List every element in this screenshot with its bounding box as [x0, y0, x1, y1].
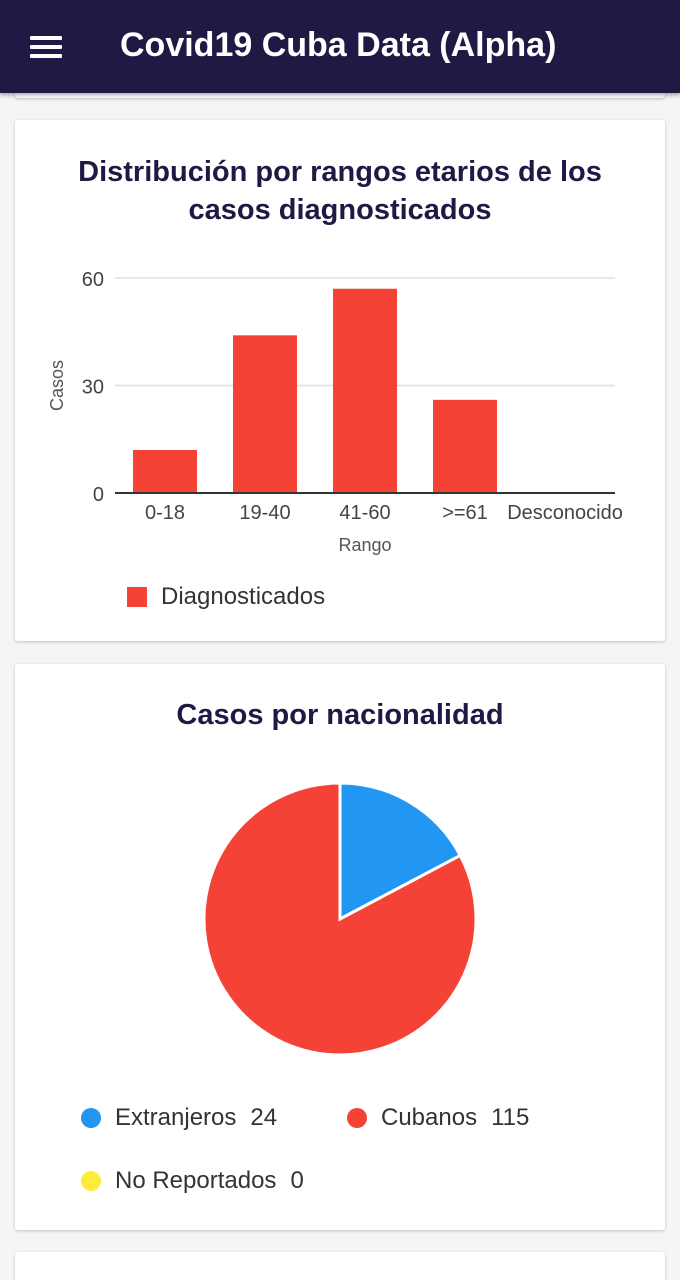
- legend-dot-cubanos: [347, 1108, 367, 1128]
- pie-slice-cubanos: [202, 781, 478, 1057]
- legend-dot-no-reportados: [81, 1171, 101, 1191]
- age-chart-title-line-1: Distribución por rangos etarios de los: [78, 156, 602, 188]
- legend-label: Extranjeros: [115, 1104, 237, 1131]
- x-axis-label: Rango: [338, 535, 391, 555]
- legend-dot-extranjeros: [81, 1108, 101, 1128]
- age-bar-chart: 0 30 60 0-18 19-40 41-60 >=61 Desconocido Rango C…: [47, 269, 623, 555]
- app-bar: Covid19 Cuba Data (Alpha): [0, 0, 680, 93]
- age-chart-title: Distribución por rangos etarios de los c…: [15, 153, 665, 229]
- legend-item-no-reportados: No Reportados 0: [81, 1167, 304, 1195]
- legend-value: 115: [491, 1104, 530, 1131]
- x-tick-label-Desconocido: Desconocido: [507, 502, 623, 524]
- bar-19-40: [233, 335, 297, 493]
- next-card: [15, 1252, 665, 1280]
- y-tick-label-30: 30: [82, 377, 104, 399]
- pie-slice-extranjeros: [338, 781, 463, 922]
- y-axis-label: Casos: [47, 360, 67, 411]
- y-tick-label-60: 60: [82, 269, 104, 291]
- x-tick-label-19-40: 19-40: [239, 502, 290, 524]
- legend-value: 0: [290, 1167, 304, 1194]
- menu-icon[interactable]: [30, 36, 62, 58]
- x-tick-label-41-60: 41-60: [339, 502, 390, 524]
- bar->=61: [433, 399, 497, 493]
- nationality-pie-chart: [202, 781, 478, 1057]
- legend-label: No Reportados: [115, 1167, 277, 1194]
- app-title: Covid19 Cuba Data (Alpha): [120, 26, 557, 64]
- bar-41-60: [333, 288, 397, 493]
- bar-0-18: [133, 450, 197, 493]
- x-tick-label->=61: >=61: [442, 502, 488, 524]
- age-chart-title-line-2: casos diagnosticados: [188, 194, 492, 226]
- legend-value: 24: [250, 1104, 278, 1131]
- legend-label: Cubanos: [381, 1104, 478, 1131]
- nationality-chart-title: Casos por nacionalidad: [176, 699, 504, 731]
- legend-swatch-diagnosticados: [127, 587, 147, 607]
- legend-item-cubanos: Cubanos 115: [347, 1104, 529, 1132]
- y-tick-label-0: 0: [93, 484, 104, 506]
- legend-label-diagnosticados: Diagnosticados: [161, 583, 326, 610]
- age-distribution-card: Distribución por rangos etarios de los c…: [15, 120, 665, 641]
- x-tick-label-0-18: 0-18: [145, 502, 185, 524]
- bar-legend: Diagnosticados: [127, 583, 325, 611]
- nationality-card: Casos por nacionalidad Extranjeros 24 Cu…: [15, 664, 665, 1230]
- legend-item-extranjeros: Extranjeros 24: [81, 1104, 277, 1132]
